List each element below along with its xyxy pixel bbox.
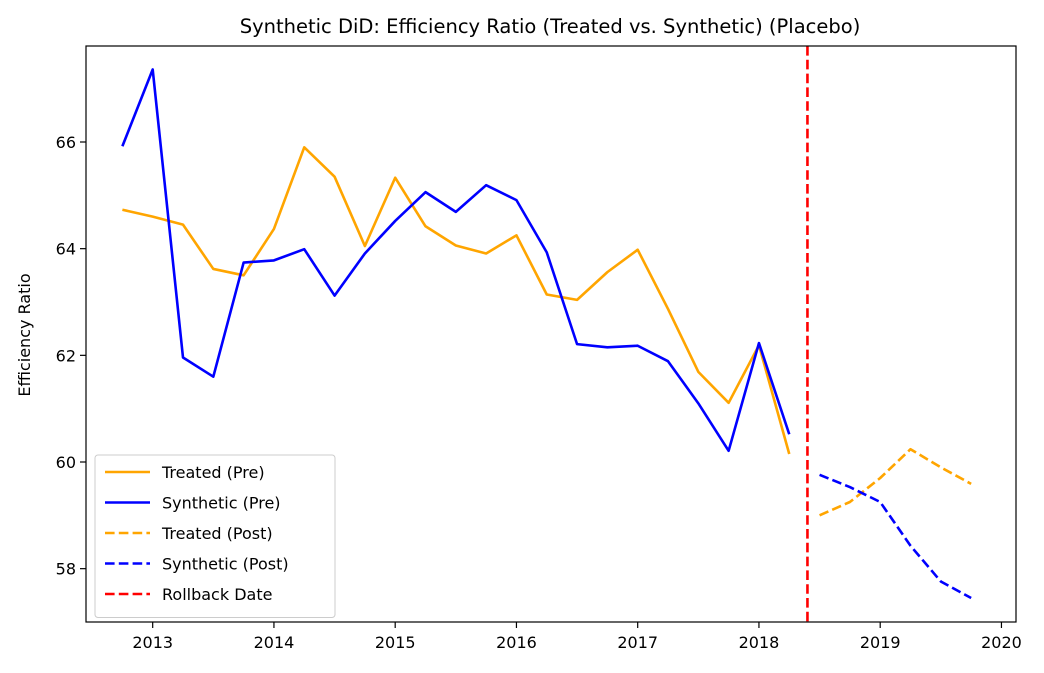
y-axis-label: Efficiency Ratio xyxy=(15,273,34,396)
y-axis-ticks: 58 60 62 64 66 xyxy=(56,133,86,579)
legend-box xyxy=(94,454,336,618)
series-line-treated-pre xyxy=(122,146,791,455)
series-line-synthetic-pre xyxy=(121,68,791,453)
plot-area xyxy=(85,45,1017,623)
x-tick-label: 2014 xyxy=(254,633,295,652)
x-axis-ticks: 2013 2014 2015 2016 2017 2018 2019 2020 xyxy=(132,622,1022,652)
legend-label-treated-post: Treated (Post) xyxy=(161,524,273,543)
x-tick-label: 2016 xyxy=(496,633,537,652)
y-tick-label: 60 xyxy=(56,453,76,472)
x-tick-label: 2019 xyxy=(860,633,901,652)
legend-label-synthetic-post: Synthetic (Post) xyxy=(162,555,289,574)
x-tick-label: 2018 xyxy=(739,633,780,652)
x-tick-label: 2020 xyxy=(981,633,1022,652)
legend-label-synthetic-pre: Synthetic (Pre) xyxy=(162,494,281,513)
legend: Treated (Pre) Synthetic (Pre) Treated (Pos… xyxy=(94,454,336,618)
x-tick-label: 2017 xyxy=(617,633,658,652)
legend-label-rollback-date: Rollback Date xyxy=(162,585,272,604)
chart-title: Synthetic DiD: Efficiency Ratio (Treated… xyxy=(240,15,861,38)
x-tick-label: 2013 xyxy=(132,633,173,652)
series-line-synthetic-post xyxy=(819,473,972,600)
legend-label-treated-pre: Treated (Pre) xyxy=(161,463,265,482)
y-tick-label: 58 xyxy=(56,560,76,579)
series-line-treated-post xyxy=(819,447,972,517)
axes-frame xyxy=(85,45,1017,623)
x-tick-label: 2015 xyxy=(375,633,416,652)
y-tick-label: 66 xyxy=(56,133,76,152)
y-tick-label: 64 xyxy=(56,240,76,259)
y-tick-label: 62 xyxy=(56,346,76,365)
